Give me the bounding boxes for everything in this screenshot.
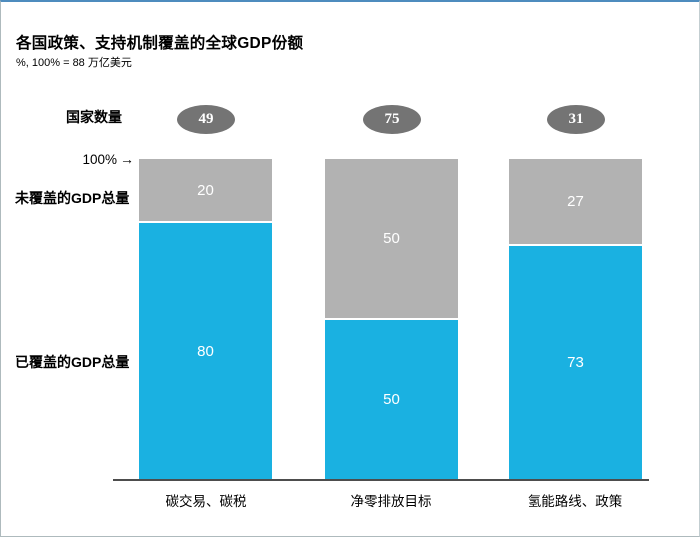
y-max-label: 100% →: [21, 151, 134, 167]
country-count-badge: 75: [363, 105, 421, 134]
x-axis-line: [113, 479, 649, 481]
uncovered-segment: 50: [325, 159, 458, 320]
stacked-bar-carbon-trading: 20 80: [139, 159, 272, 480]
covered-segment: 50: [325, 319, 458, 480]
segment-value: 50: [383, 229, 400, 247]
segment-value: 80: [197, 343, 214, 361]
chart-subtitle: %, 100% = 88 万亿美元: [16, 57, 132, 69]
segment-value: 20: [197, 181, 214, 199]
category-label: 净零排放目标: [350, 494, 432, 509]
chart-title: 各国政策、支持机制覆盖的全球GDP份额: [16, 35, 304, 52]
uncovered-segment: 20: [139, 159, 272, 224]
segment-value: 73: [567, 354, 584, 372]
segment-value: 50: [383, 391, 400, 409]
country-count-badge: 31: [547, 105, 605, 134]
covered-segment: 73: [509, 245, 642, 480]
country-count-label: 国家数量: [66, 109, 122, 125]
right-arrow-icon: →: [120, 151, 134, 167]
covered-gdp-label: 已覆盖的GDP总量: [15, 354, 130, 370]
uncovered-segment: 27: [509, 159, 642, 246]
segment-value: 27: [567, 192, 584, 210]
uncovered-gdp-label: 未覆盖的GDP总量: [15, 190, 130, 206]
covered-segment: 80: [139, 223, 272, 480]
stacked-bar-net-zero: 50 50: [325, 159, 458, 480]
country-count-badge: 49: [177, 105, 235, 134]
y-max-value: 100%: [82, 152, 117, 167]
category-label: 碳交易、碳税: [165, 494, 247, 509]
stacked-bar-hydrogen: 27 73: [509, 159, 642, 480]
category-label: 氢能路线、政策: [527, 494, 623, 509]
